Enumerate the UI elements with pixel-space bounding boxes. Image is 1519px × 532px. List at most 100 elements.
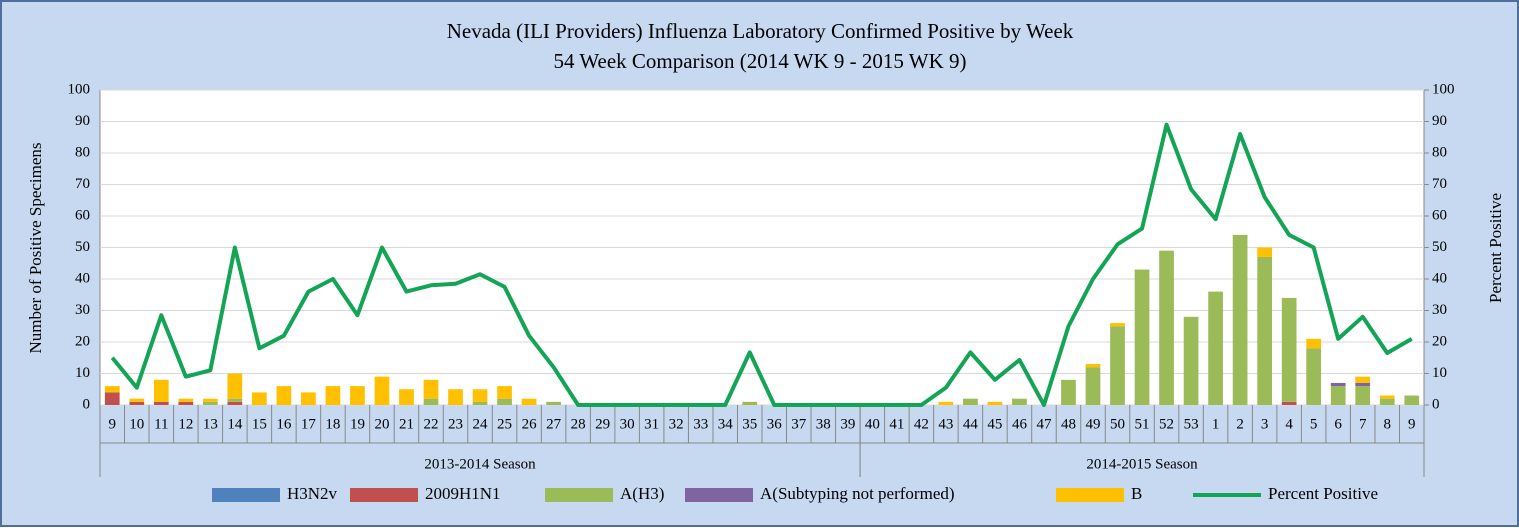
x-tick-label: 39 (840, 416, 855, 432)
x-tick-label: 38 (816, 416, 831, 432)
bar (227, 398, 243, 402)
bar (546, 401, 561, 405)
bar (104, 386, 120, 393)
y-tick-label: 50 (75, 239, 90, 255)
x-tick-label: 40 (865, 416, 880, 432)
x-tick-label: 41 (889, 416, 904, 432)
bar (742, 401, 758, 405)
bar (129, 398, 145, 402)
x-tick-label: 31 (644, 416, 659, 432)
bar (963, 398, 978, 405)
x-tick-label: 14 (227, 416, 243, 432)
legend-label: A(H3) (620, 484, 664, 503)
y-tick-label: 40 (75, 270, 90, 286)
x-tick-label: 25 (497, 416, 512, 432)
bar (1134, 269, 1150, 405)
bar (276, 386, 292, 405)
y2-tick-label: 70 (1432, 176, 1447, 192)
chart-subtitle: 54 Week Comparison (2014 WK 9 - 2015 WK … (553, 49, 966, 73)
x-tick-label: 51 (1135, 416, 1150, 432)
x-tick-label: 42 (914, 416, 929, 432)
x-tick-label: 5 (1310, 416, 1318, 432)
bar (1110, 326, 1125, 405)
bar (1257, 247, 1272, 257)
x-tick-label: 16 (276, 416, 292, 432)
bar (1183, 316, 1199, 405)
bar (1281, 297, 1297, 402)
y2-tick-label: 30 (1432, 302, 1447, 318)
bar (153, 379, 169, 402)
bar (448, 389, 463, 405)
x-tick-label: 46 (1012, 416, 1028, 432)
y-tick-label: 30 (75, 302, 90, 318)
x-tick-label: 1 (1212, 416, 1220, 432)
x-tick-label: 24 (473, 416, 489, 432)
x-tick-label: 20 (374, 416, 389, 432)
bar (153, 401, 169, 405)
bar (1306, 338, 1322, 349)
x-tick-label: 12 (178, 416, 193, 432)
x-tick-label: 32 (669, 416, 684, 432)
x-tick-label: 15 (252, 416, 267, 432)
group-label: 2013-2014 Season (424, 456, 536, 472)
x-tick-label: 28 (571, 416, 586, 432)
bar (1110, 323, 1125, 327)
x-tick-label: 35 (742, 416, 757, 432)
y-tick-label: 80 (75, 144, 90, 160)
legend-swatch (212, 488, 280, 502)
bar (472, 401, 488, 405)
bar (1306, 348, 1322, 405)
bar (497, 386, 512, 399)
x-tick-label: 4 (1285, 416, 1293, 432)
bar (1281, 401, 1297, 405)
y-tick-label: 60 (75, 207, 90, 223)
x-tick-label: 53 (1184, 416, 1199, 432)
group-label: 2014-2015 Season (1086, 456, 1198, 472)
x-tick-label: 47 (1036, 416, 1052, 432)
x-tick-label: 36 (767, 416, 783, 432)
bar (227, 401, 243, 405)
x-tick-label: 52 (1159, 416, 1174, 432)
bar (374, 376, 390, 405)
legend-label: H3N2v (287, 484, 338, 503)
y2-tick-label: 0 (1432, 396, 1440, 412)
bar (1012, 398, 1027, 405)
bar (521, 398, 537, 405)
y2-tick-label: 40 (1432, 270, 1447, 286)
chart-title: Nevada (ILI Providers) Influenza Laborat… (447, 19, 1074, 43)
y2-tick-label: 20 (1432, 333, 1447, 349)
bar (1355, 386, 1371, 405)
bar (987, 401, 1003, 405)
bar (202, 398, 218, 402)
x-tick-label: 22 (424, 416, 439, 432)
y2-tick-label: 50 (1432, 239, 1447, 255)
legend-label: Percent Positive (1268, 484, 1378, 503)
y2-tick-label: 80 (1432, 144, 1447, 160)
x-tick-label: 2 (1236, 416, 1244, 432)
x-tick-label: 44 (963, 416, 979, 432)
y2-tick-label: 100 (1432, 81, 1455, 97)
x-tick-label: 11 (154, 416, 168, 432)
bar (202, 401, 218, 405)
bar (1061, 379, 1076, 405)
x-tick-label: 49 (1086, 416, 1101, 432)
x-tick-label: 26 (522, 416, 538, 432)
bar (1085, 367, 1101, 405)
bar (1355, 376, 1371, 383)
x-tick-label: 19 (350, 416, 365, 432)
x-tick-label: 7 (1359, 416, 1367, 432)
bar (938, 401, 954, 405)
x-tick-label: 30 (620, 416, 635, 432)
y-tick-label: 70 (75, 176, 90, 192)
bar (1257, 256, 1272, 405)
bar (1232, 234, 1248, 405)
legend-swatch (350, 488, 418, 502)
bar (423, 398, 439, 405)
x-tick-label: 23 (448, 416, 463, 432)
x-tick-label: 33 (693, 416, 708, 432)
legend-swatch (685, 488, 753, 502)
bar (1159, 250, 1174, 405)
bar (1404, 395, 1420, 405)
x-tick-label: 10 (129, 416, 144, 432)
